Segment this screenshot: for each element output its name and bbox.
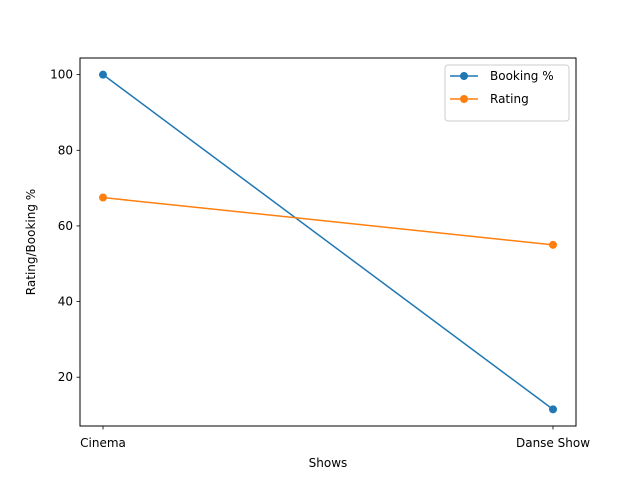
legend-swatch-marker xyxy=(460,72,468,80)
plot-frame xyxy=(79,57,577,427)
data-point-rating xyxy=(549,240,557,249)
x-axis-label: Shows xyxy=(309,456,348,470)
x-axis: Cinema Danse Show xyxy=(80,426,590,450)
y-tick-label: 80 xyxy=(58,143,73,157)
y-axis-label: Rating/Booking % xyxy=(24,189,38,295)
y-tick-label: 20 xyxy=(58,370,73,384)
series-line-rating xyxy=(102,196,554,246)
legend-label: Rating xyxy=(490,92,529,106)
y-axis: 20 40 60 80 100 xyxy=(50,68,80,384)
legend-label: Booking % xyxy=(490,69,554,83)
y-tick-label: 100 xyxy=(50,68,73,82)
data-point-rating xyxy=(99,193,107,202)
plot-content xyxy=(99,70,557,414)
x-tick-label: Danse Show xyxy=(516,436,590,450)
y-tick-label: 60 xyxy=(58,219,73,233)
data-point-booking xyxy=(99,70,107,79)
y-tick-label: 40 xyxy=(58,295,73,309)
series-line-booking xyxy=(102,74,554,410)
legend-box xyxy=(444,64,570,122)
data-point-booking xyxy=(549,405,557,414)
x-tick-label: Cinema xyxy=(80,436,126,450)
legend-swatch-marker xyxy=(460,95,468,103)
legend: Booking % Rating xyxy=(444,64,570,122)
